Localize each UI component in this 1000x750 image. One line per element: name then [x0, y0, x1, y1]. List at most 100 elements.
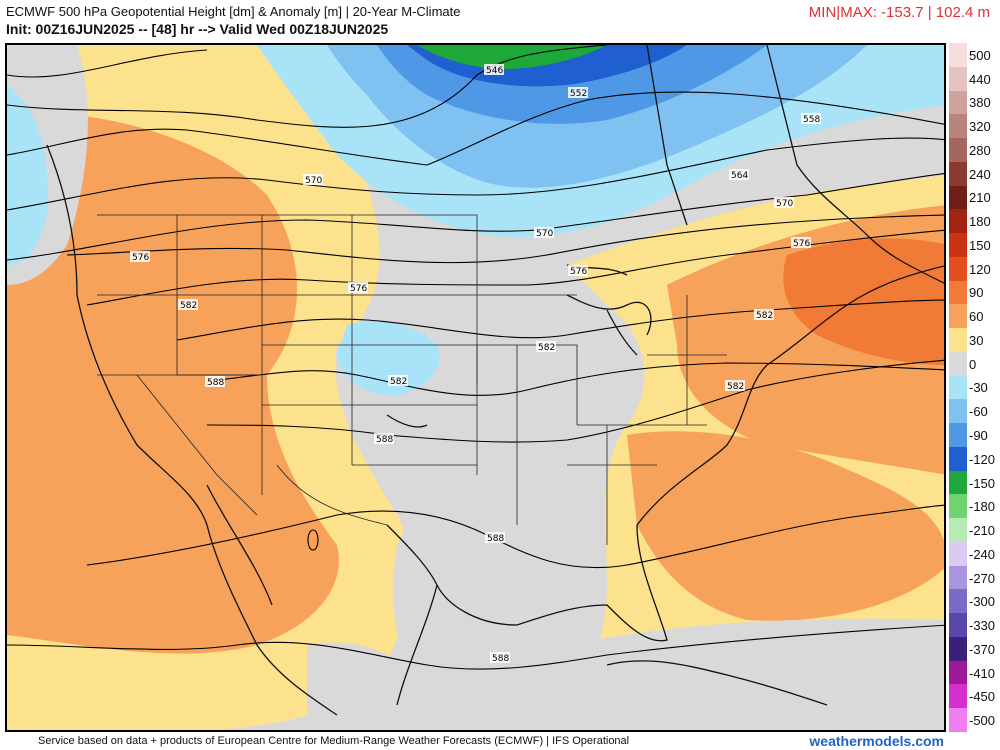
svg-text:570: 570 [776, 199, 793, 209]
colorbar-swatch [949, 660, 967, 685]
colorbar-swatch [949, 185, 967, 210]
colorbar-label: -300 [969, 594, 996, 610]
colorbar-level: 280 [949, 138, 1000, 162]
state-borders [97, 214, 727, 545]
colorbar-label: -270 [969, 570, 996, 586]
colorbar-label: -240 [969, 546, 996, 562]
colorbar-level: -210 [949, 518, 1000, 542]
svg-text:576: 576 [350, 284, 367, 294]
colorbar-label: -370 [969, 641, 996, 657]
svg-text:582: 582 [727, 382, 744, 392]
colorbar-swatch [949, 541, 967, 566]
map-canvas: 546 552 558 564 570 570 570 576 576 576 … [7, 45, 944, 730]
colorbar-level: 240 [949, 161, 1000, 186]
colorbar-level: 500 [949, 43, 1000, 67]
colorbar-swatch [949, 304, 967, 329]
colorbar-label: 30 [969, 332, 984, 348]
colorbar-swatch [949, 161, 967, 186]
contour-label: 576 [348, 282, 368, 294]
colorbar-label: 500 [969, 47, 991, 63]
colorbar-level: -120 [949, 446, 1000, 471]
contour-label: 546 [484, 64, 504, 76]
contour-label: 558 [801, 113, 821, 125]
colorbar-level: -60 [949, 399, 1000, 424]
colorbar-level: -300 [949, 589, 1000, 614]
colorbar-swatch [949, 613, 967, 637]
svg-text:564: 564 [731, 171, 748, 181]
contour-label: 552 [568, 87, 588, 99]
coastlines [46, 45, 944, 716]
contour-label: 576 [791, 237, 811, 249]
colorbar-level: 380 [949, 90, 1000, 115]
colorbar-label: 120 [969, 261, 991, 277]
colorbar-level: -450 [949, 684, 1000, 709]
data-credit: Service based on data + products of Euro… [38, 735, 630, 747]
svg-text:570: 570 [536, 229, 553, 239]
svg-text:552: 552 [570, 89, 587, 99]
min-max-readout: MIN|MAX: -153.7 | 102.4 m [808, 4, 990, 21]
colorbar-swatch [949, 684, 967, 709]
contour-label: 588 [205, 376, 225, 388]
colorbar-label: 210 [969, 190, 991, 206]
contour-label: 588 [485, 532, 505, 544]
colorbar-swatch [949, 446, 967, 471]
contour-label: 576 [568, 265, 588, 277]
svg-text:576: 576 [793, 239, 810, 249]
map-title: ECMWF 500 hPa Geopotential Height [dm] &… [6, 4, 461, 19]
colorbar-label: -330 [969, 618, 996, 634]
colorbar-level: -90 [949, 423, 1000, 447]
contour-label: 582 [725, 380, 745, 392]
colorbar-level: 210 [949, 185, 1000, 210]
colorbar-swatch [949, 375, 967, 400]
colorbar-swatch [949, 328, 967, 352]
colorbar-swatch [949, 708, 967, 732]
colorbar-label: 60 [969, 309, 984, 325]
colorbar-label: -60 [969, 404, 988, 420]
colorbar-swatch [949, 90, 967, 115]
colorbar-level: -180 [949, 494, 1000, 519]
colorbar-level: -240 [949, 541, 1000, 566]
colorbar-level: -370 [949, 636, 1000, 661]
colorbar-swatch [949, 280, 967, 305]
svg-text:582: 582 [180, 301, 197, 311]
colorbar-swatch [949, 565, 967, 590]
colorbar-label: 320 [969, 119, 991, 135]
colorbar-label: -90 [969, 428, 988, 443]
colorbar-swatch [949, 256, 967, 281]
svg-text:576: 576 [132, 253, 149, 263]
brand-link[interactable]: weathermodels.com [809, 733, 944, 749]
svg-text:588: 588 [207, 378, 224, 388]
colorbar-label: -210 [969, 523, 996, 539]
contour-label: 582 [754, 309, 774, 321]
colorbar-label: 180 [969, 214, 991, 230]
colorbar-swatch [949, 423, 967, 447]
colorbar-swatch [949, 470, 967, 495]
contour-label: 576 [130, 251, 150, 263]
colorbar-label: -410 [969, 665, 996, 681]
contour-label: 588 [374, 433, 394, 445]
colorbar-label: -120 [969, 451, 996, 467]
contour-label: 570 [303, 174, 323, 186]
svg-text:582: 582 [756, 311, 773, 321]
contour-label: 582 [536, 341, 556, 353]
colorbar-label: -450 [969, 689, 996, 705]
contour-label: 570 [534, 227, 554, 239]
colorbar-label: -180 [969, 499, 996, 515]
colorbar-label: 240 [969, 166, 991, 182]
colorbar-level: 150 [949, 233, 1000, 257]
colorbar-swatch [949, 636, 967, 661]
colorbar-level: 0 [949, 351, 1000, 376]
colorbar-level: 440 [949, 66, 1000, 91]
init-valid-time: Init: 00Z16JUN2025 -- [48] hr --> Valid … [6, 21, 389, 37]
contour-label: 582 [388, 375, 408, 387]
svg-text:576: 576 [570, 267, 587, 277]
colorbar-level: -30 [949, 375, 1000, 400]
colorbar-label: 150 [969, 237, 991, 253]
anomaly-map: 546 552 558 564 570 570 570 576 576 576 … [5, 43, 946, 732]
colorbar-level: 60 [949, 304, 1000, 329]
colorbar-swatch [949, 114, 967, 139]
contour-labels: 546 552 558 564 570 570 570 576 576 576 … [130, 64, 821, 664]
colorbar-level: -500 [949, 708, 1000, 732]
contour-label: 582 [178, 299, 198, 311]
colorbar-swatch [949, 399, 967, 424]
